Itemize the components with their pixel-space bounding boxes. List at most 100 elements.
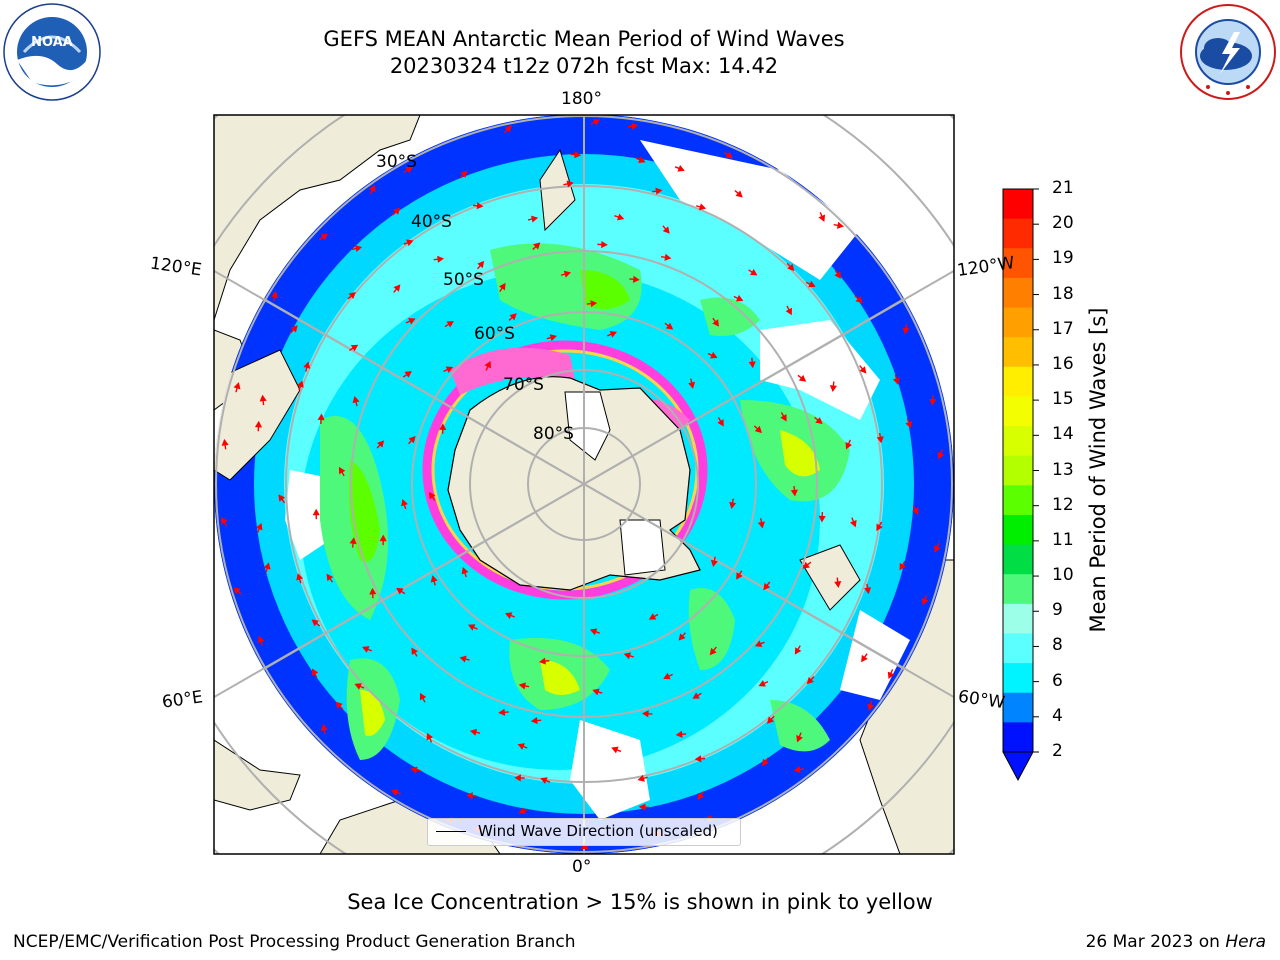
wave-arrow-head: [221, 438, 229, 446]
colorbar-extend-arrow: [1002, 751, 1034, 782]
wave-arrow-head: [754, 425, 763, 434]
wave-arrow-head: [426, 732, 434, 741]
nws-logo: [1180, 4, 1276, 100]
wave-arrow-head: [362, 646, 370, 653]
wave-arrow-head: [405, 166, 413, 174]
colorbar-segment: [1003, 277, 1033, 309]
noaa-logo: NOAA: [3, 3, 101, 101]
colorbar-segment: [1003, 337, 1033, 368]
colorbar-segment: [1003, 663, 1033, 694]
wave-arrow-head: [566, 180, 574, 188]
wave-arrow-head: [861, 654, 868, 663]
wave-arrow-head: [580, 842, 589, 850]
wave-arrow-head: [408, 436, 416, 444]
wave-arrow-head: [616, 213, 625, 221]
wave-arrow-head: [694, 755, 702, 763]
wave-arrow-head: [469, 728, 478, 736]
wave-arrow-head: [254, 420, 263, 428]
colorbar-tick-label: 4: [1052, 705, 1063, 726]
wave-arrow-head: [729, 501, 737, 509]
colorbar-segment: [1003, 485, 1033, 516]
wave-arrow-head: [352, 395, 360, 404]
map-frame: [213, 114, 955, 855]
wave-arrow-head: [735, 190, 743, 198]
wave-arrow-head: [538, 657, 546, 665]
wave-arrow-head: [408, 318, 416, 325]
wave-arrow-head: [504, 125, 512, 133]
wave-arrow-head: [876, 523, 883, 532]
wave-arrow-head: [338, 466, 346, 475]
colorbar-segment: [1003, 603, 1033, 634]
lon-label-180: 180°: [561, 89, 602, 109]
wave-arrow-head: [518, 807, 526, 815]
wave-arrow-head: [790, 489, 798, 497]
wave-arrow-head: [912, 507, 919, 515]
wave-arrow-head: [675, 730, 683, 738]
wave-arrow-head: [735, 294, 744, 302]
wave-arrow-head: [445, 366, 454, 373]
wave-arrow-head: [902, 327, 910, 335]
wave-arrow-head: [736, 572, 743, 580]
lat-label-30s: 30°S: [376, 152, 417, 172]
wave-arrow-head: [815, 417, 823, 425]
lat-label-70s: 70°S: [503, 375, 544, 395]
colorbar-segment: [1003, 455, 1033, 486]
wave-arrow-head: [859, 366, 867, 374]
wave-arrow-head: [233, 587, 241, 595]
colorbar-segment: [1003, 514, 1033, 546]
wave-arrow-head: [396, 587, 404, 595]
wave-arrow-head: [818, 214, 826, 222]
lat-label-80s: 80°S: [533, 424, 574, 444]
wave-arrow-head: [296, 573, 304, 581]
wave-arrow-head: [887, 671, 895, 679]
wave-arrow-head: [259, 394, 267, 402]
wave-arrow-head: [296, 380, 304, 388]
wave-arrow-head: [929, 398, 937, 406]
wave-arrow-head: [518, 682, 526, 690]
wave-arrow-head: [401, 499, 408, 507]
colorbar-segment: [1003, 692, 1033, 723]
wave-arrow-head: [611, 746, 619, 754]
wave-arrow-head: [377, 440, 385, 448]
colorbar-tick-label: 14: [1052, 424, 1074, 445]
wave-arrow-head: [514, 774, 521, 782]
wave-arrow-head: [221, 516, 228, 525]
wave-arrow-head: [531, 215, 539, 223]
wave-arrow-head: [517, 743, 525, 750]
wave-arrow-head: [335, 701, 343, 709]
wave-arrow-head: [818, 515, 826, 523]
wave-arrow-head: [664, 253, 672, 261]
wave-arrow-head: [348, 291, 356, 299]
wave-arrow-head: [504, 612, 513, 619]
wave-arrow-head: [428, 491, 436, 500]
wave-arrow-head: [638, 803, 646, 811]
wave-arrow-head: [311, 668, 319, 676]
wave-arrow-head: [748, 361, 756, 369]
wave-arrow-head: [662, 226, 670, 234]
wave-arrow-head: [271, 290, 279, 298]
wave-arrow-head: [905, 421, 913, 429]
colorbar-tick-label: 8: [1052, 635, 1063, 656]
colorbar-segment: [1003, 307, 1033, 338]
wave-arrow-head: [709, 647, 717, 656]
wave-arrow-head: [430, 575, 438, 583]
wave-arrow-head: [460, 170, 468, 178]
wave-arrow-head: [855, 296, 863, 304]
wave-arrow-head: [379, 534, 387, 542]
wave-arrow-head: [540, 777, 548, 784]
wave-arrow-head: [320, 233, 328, 241]
colorbar-tick-label: 12: [1052, 494, 1074, 515]
colorbar-tick-label: 19: [1052, 248, 1074, 269]
wave-arrow-head: [829, 385, 837, 393]
colorbar-segment: [1003, 189, 1033, 220]
chart-subtitle: 20230324 t12z 072h fcst Max: 14.42: [389, 54, 779, 78]
wave-arrow-head: [638, 156, 646, 163]
wave-arrow-head: [787, 263, 795, 272]
wave-arrow-head: [648, 613, 657, 620]
wave-arrow-head: [677, 164, 685, 172]
wave-arrow-head: [592, 119, 601, 126]
lat-label-40s: 40°S: [411, 212, 452, 232]
wave-arrow-head: [921, 597, 929, 606]
lon-label-0: 0°: [572, 857, 592, 877]
wave-arrow-head: [806, 676, 814, 685]
